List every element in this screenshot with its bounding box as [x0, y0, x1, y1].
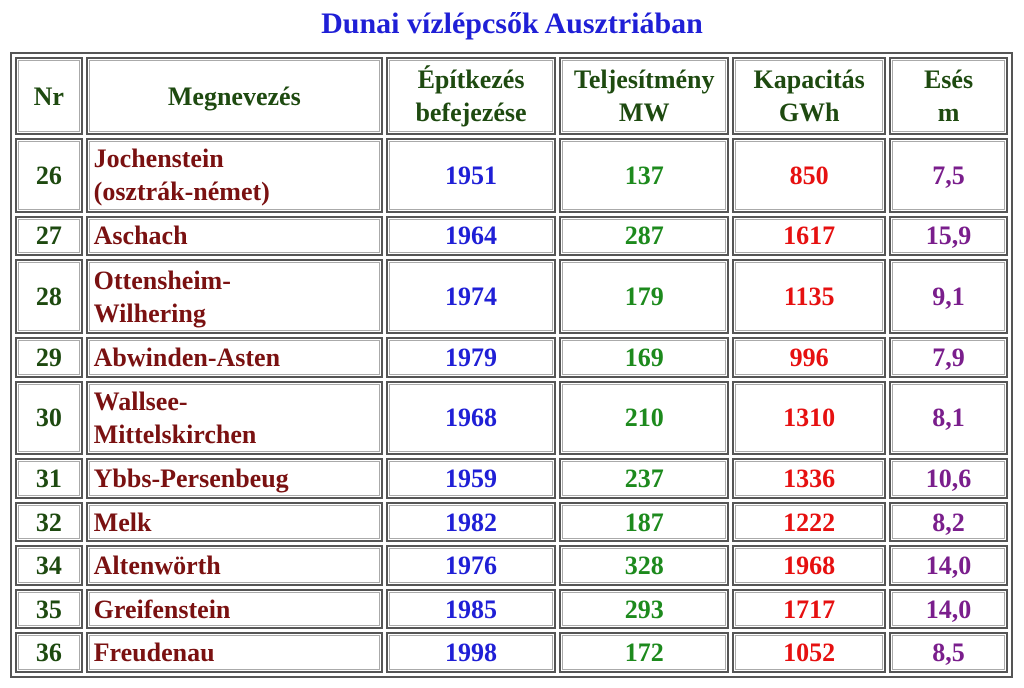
header-power: Teljesítmény MW: [559, 57, 730, 135]
table-row: 30 Wallsee- Mittelskirchen 1968 210 1310 8,1: [15, 380, 1008, 456]
row-nr: 28: [15, 259, 83, 334]
row-drop: 7,9: [889, 336, 1008, 378]
row-year: 1976: [385, 545, 557, 586]
row-power: 328: [559, 545, 730, 586]
row-drop: 14,0: [889, 545, 1008, 586]
row-capacity: 1135: [732, 259, 887, 334]
row-nr: 32: [15, 501, 83, 543]
row-year: 1974: [385, 259, 557, 334]
header-drop: Esés m: [889, 57, 1008, 135]
row-power: 287: [559, 215, 730, 257]
table-row: 29 Abwinden-Asten 1979 169 996 7,9: [15, 336, 1008, 378]
row-name: Greifenstein: [85, 588, 383, 630]
row-power: 210: [559, 380, 730, 456]
row-power: 237: [559, 458, 730, 499]
row-capacity: 1052: [732, 632, 887, 673]
row-drop: 8,5: [889, 632, 1008, 673]
header-built: Építkezés befejezése: [385, 57, 557, 135]
page-title: Dunai vízlépcsők Ausztriában: [321, 7, 703, 40]
row-power: 187: [559, 501, 730, 543]
table-row: 26 Jochenstein (osztrák-német) 1951 137 850 7,…: [15, 138, 1008, 213]
row-year: 1982: [385, 501, 557, 543]
row-year: 1959: [385, 458, 557, 499]
row-capacity: 850: [732, 138, 887, 213]
row-drop: 8,1: [889, 380, 1008, 456]
row-nr: 30: [15, 380, 83, 456]
header-capacity: Kapacitás GWh: [732, 57, 887, 135]
table-row: 27 Aschach 1964 287 1617 15,9: [15, 215, 1008, 257]
table-row: 28 Ottensheim- Wilhering 1974 179 1135 9,1: [15, 259, 1008, 334]
row-nr: 26: [15, 138, 83, 213]
row-power: 179: [559, 259, 730, 334]
row-name: Jochenstein (osztrák-német): [85, 138, 383, 213]
dam-table: Nr Megnevezés Építkezés befejezése Teljes…: [10, 52, 1013, 678]
row-capacity: 1968: [732, 545, 887, 586]
row-name: Altenwörth: [85, 545, 383, 586]
row-capacity: 996: [732, 336, 887, 378]
row-year: 1968: [385, 380, 557, 456]
row-nr: 35: [15, 588, 83, 630]
row-nr: 36: [15, 632, 83, 673]
row-drop: 9,1: [889, 259, 1008, 334]
table-row: 35 Greifenstein 1985 293 1717 14,0: [15, 588, 1008, 630]
header-nr: Nr: [15, 57, 83, 135]
row-power: 172: [559, 632, 730, 673]
row-power: 137: [559, 138, 730, 213]
row-name: Melk: [85, 501, 383, 543]
row-nr: 34: [15, 545, 83, 586]
row-power: 169: [559, 336, 730, 378]
row-drop: 8,2: [889, 501, 1008, 543]
header-name: Megnevezés: [85, 57, 383, 135]
row-capacity: 1310: [732, 380, 887, 456]
row-drop: 15,9: [889, 215, 1008, 257]
row-capacity: 1336: [732, 458, 887, 499]
row-name: Ybbs-Persenbeug: [85, 458, 383, 499]
row-name: Abwinden-Asten: [85, 336, 383, 378]
row-capacity: 1717: [732, 588, 887, 630]
row-drop: 10,6: [889, 458, 1008, 499]
row-name: Aschach: [85, 215, 383, 257]
table-row: 32 Melk 1982 187 1222 8,2: [15, 501, 1008, 543]
row-nr: 29: [15, 336, 83, 378]
table-row: 36 Freudenau 1998 172 1052 8,5: [15, 632, 1008, 673]
row-drop: 14,0: [889, 588, 1008, 630]
row-year: 1964: [385, 215, 557, 257]
row-name: Wallsee- Mittelskirchen: [85, 380, 383, 456]
row-name: Ottensheim- Wilhering: [85, 259, 383, 334]
row-name: Freudenau: [85, 632, 383, 673]
table-row: 34 Altenwörth 1976 328 1968 14,0: [15, 545, 1008, 586]
row-capacity: 1222: [732, 501, 887, 543]
row-power: 293: [559, 588, 730, 630]
header-row: Nr Megnevezés Építkezés befejezése Teljes…: [15, 57, 1008, 135]
row-year: 1979: [385, 336, 557, 378]
row-year: 1998: [385, 632, 557, 673]
row-drop: 7,5: [889, 138, 1008, 213]
row-capacity: 1617: [732, 215, 887, 257]
table-row: 31 Ybbs-Persenbeug 1959 237 1336 10,6: [15, 458, 1008, 499]
row-nr: 31: [15, 458, 83, 499]
row-year: 1951: [385, 138, 557, 213]
row-nr: 27: [15, 215, 83, 257]
row-year: 1985: [385, 588, 557, 630]
